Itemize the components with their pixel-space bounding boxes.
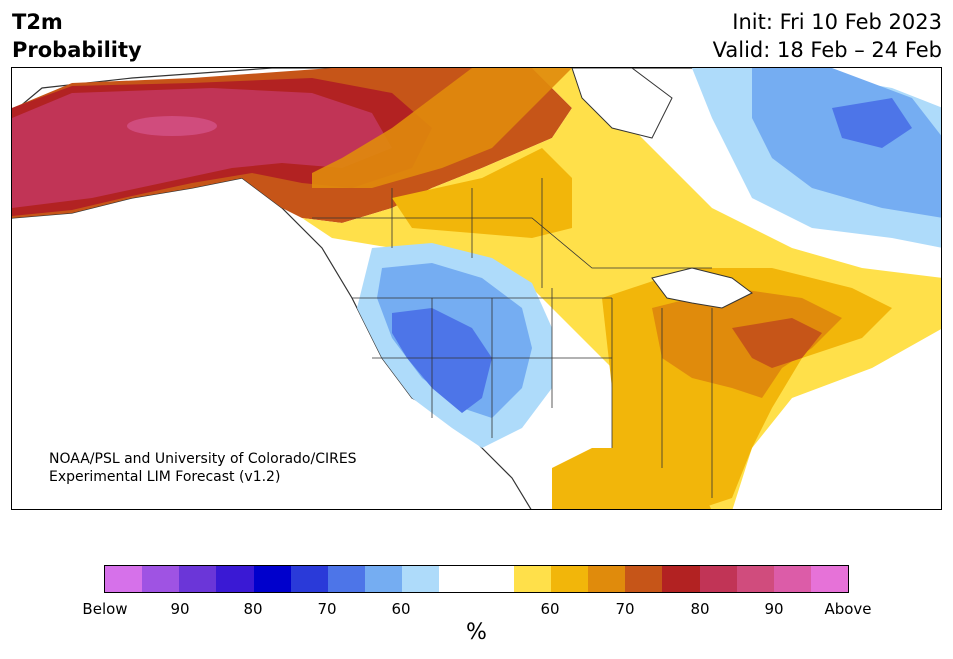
credit-line-1: NOAA/PSL and University of Colorado/CIRE… — [49, 451, 357, 467]
colorbar-cell — [179, 566, 217, 592]
colorbar-cell — [439, 566, 477, 592]
colorbar-cell — [365, 566, 403, 592]
warm-orange-plains — [392, 148, 572, 238]
warm-peak-zone — [127, 116, 217, 136]
warm-gulf-zone — [552, 448, 712, 509]
valid-range: Valid: 18 Feb – 24 Feb — [712, 38, 942, 62]
colorbar-cell — [290, 566, 328, 592]
colorbar-tick-label: 70 — [317, 600, 337, 618]
colorbar-cell — [105, 566, 143, 592]
colorbar-tick-label: 70 — [615, 600, 635, 618]
colorbar-cell — [588, 566, 626, 592]
colorbar-cell — [327, 566, 366, 592]
colorbar-cell — [736, 566, 774, 592]
hudson-bay — [571, 68, 673, 139]
map-title: T2m Probability — [12, 8, 142, 64]
credit-text: NOAA/PSL and University of Colorado/CIRE… — [49, 450, 357, 486]
credit-line-2: Experimental LIM Forecast (v1.2) — [49, 469, 281, 485]
colorbar-tick-label: 80 — [690, 600, 710, 618]
colorbar-cell — [662, 566, 700, 592]
colorbar-cell — [476, 566, 514, 592]
warm-above-90-zone — [12, 88, 392, 208]
forecast-dates: Init: Fri 10 Feb 2023 Valid: 18 Feb – 24… — [713, 8, 942, 64]
colorbar-tick-label: Below — [82, 600, 128, 618]
title-line-2: Probability — [12, 38, 142, 62]
colorbar-unit: % — [466, 620, 487, 645]
init-date: Init: Fri 10 Feb 2023 — [732, 10, 942, 34]
warm-above-60-band — [302, 68, 941, 509]
probability-map — [11, 67, 942, 510]
colorbar-cell — [253, 566, 291, 592]
colorbar-cell — [216, 566, 254, 592]
map-canvas — [12, 68, 941, 509]
political-borders — [312, 178, 713, 498]
warm-midatlantic-zone — [732, 318, 822, 368]
colorbar-cell — [513, 566, 551, 592]
colorbar-cell — [402, 566, 440, 592]
great-lakes — [651, 267, 753, 309]
cold-below-80-zone — [392, 308, 492, 413]
warm-above-65-band — [312, 68, 572, 188]
colorbar-cell — [810, 566, 849, 592]
colorbar-tick-label: 80 — [243, 600, 263, 618]
colorbar-cell — [625, 566, 663, 592]
colorbar-cell — [699, 566, 737, 592]
colorbar-cell — [550, 566, 589, 592]
colorbar-cell — [773, 566, 811, 592]
colorbar-tick-label: 60 — [540, 600, 560, 618]
colorbar-tick-label: 90 — [170, 600, 190, 618]
colorbar-tick-label: Above — [824, 600, 872, 618]
colorbar-tick-label: 60 — [391, 600, 411, 618]
colorbar-tick-label: 90 — [764, 600, 784, 618]
title-line-1: T2m — [12, 10, 63, 34]
colorbar — [104, 565, 849, 593]
colorbar-cell — [142, 566, 180, 592]
cold-ne-canada-below-80 — [832, 98, 912, 148]
